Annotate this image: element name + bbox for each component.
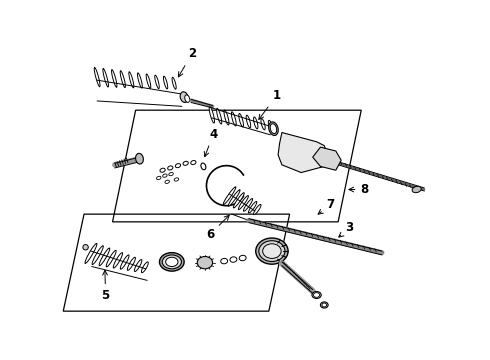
Ellipse shape [228,190,240,206]
Ellipse shape [129,72,134,88]
Ellipse shape [106,250,116,267]
Ellipse shape [244,198,253,211]
Text: 2: 2 [178,48,196,77]
Ellipse shape [253,117,258,129]
Ellipse shape [239,195,248,210]
Text: 7: 7 [318,198,335,214]
Ellipse shape [136,153,144,164]
Ellipse shape [320,302,328,308]
Ellipse shape [239,113,244,127]
Ellipse shape [134,260,142,271]
Ellipse shape [248,202,257,213]
Polygon shape [313,147,341,170]
Text: 5: 5 [101,270,110,302]
Ellipse shape [83,244,88,250]
Ellipse shape [253,204,261,215]
Ellipse shape [256,238,288,264]
Ellipse shape [269,122,278,135]
Ellipse shape [85,243,97,264]
Ellipse shape [269,120,272,131]
Ellipse shape [138,73,142,88]
Ellipse shape [270,124,277,134]
Ellipse shape [224,110,229,125]
Ellipse shape [159,253,184,271]
Ellipse shape [94,67,100,87]
Ellipse shape [99,248,110,266]
Polygon shape [278,132,328,172]
Ellipse shape [322,303,327,307]
Ellipse shape [185,95,190,102]
Ellipse shape [166,257,178,266]
Text: 6: 6 [206,215,229,240]
Ellipse shape [172,77,176,89]
Ellipse shape [180,92,188,102]
Ellipse shape [113,253,122,268]
Text: 3: 3 [339,221,354,237]
Ellipse shape [312,292,321,298]
Ellipse shape [142,262,148,273]
Ellipse shape [314,293,319,297]
Ellipse shape [223,187,236,204]
Ellipse shape [127,257,135,270]
Ellipse shape [162,255,181,269]
Ellipse shape [261,119,265,130]
Ellipse shape [112,69,117,87]
Ellipse shape [146,74,151,89]
Ellipse shape [259,241,285,261]
Ellipse shape [412,186,421,193]
Text: 8: 8 [349,183,368,196]
Ellipse shape [92,246,103,265]
Ellipse shape [231,112,236,126]
Ellipse shape [233,193,244,208]
Ellipse shape [121,255,129,269]
Ellipse shape [164,76,168,89]
Ellipse shape [197,256,213,269]
Ellipse shape [155,75,159,89]
Ellipse shape [246,115,251,128]
Text: 4: 4 [204,127,218,157]
Ellipse shape [120,71,125,87]
Ellipse shape [103,68,108,87]
Ellipse shape [263,244,281,258]
Ellipse shape [217,108,222,124]
Text: 1: 1 [259,89,281,120]
Ellipse shape [209,107,215,123]
